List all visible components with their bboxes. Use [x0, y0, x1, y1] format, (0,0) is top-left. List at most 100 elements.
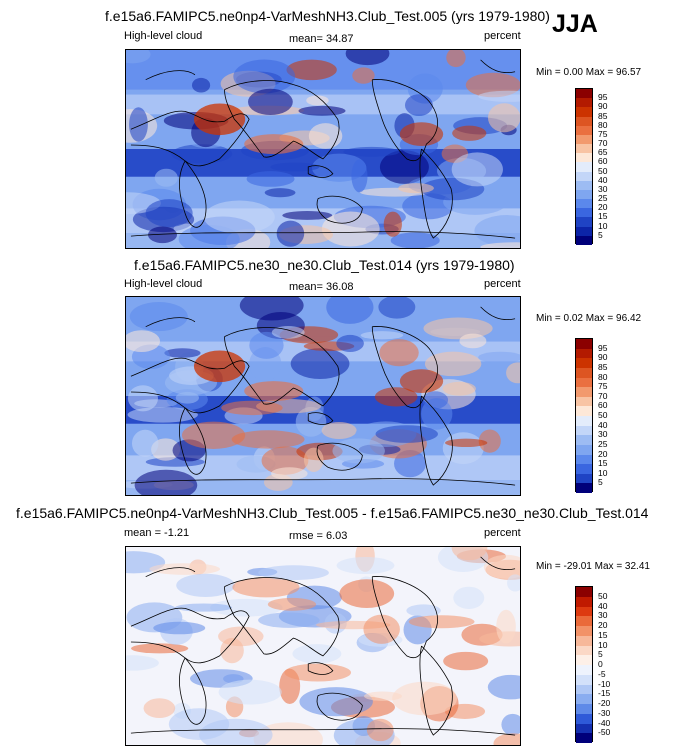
panel-3-colorbar [575, 586, 593, 743]
colorbar-segment [576, 358, 592, 368]
colorbar-tick-label: 75 [598, 381, 608, 392]
colorbar-tick-label: 30 [598, 183, 608, 194]
colorbar-tick-label: 60 [598, 400, 608, 411]
colorbar-segment [576, 180, 592, 190]
colorbar-segment [576, 483, 592, 493]
colorbar-segment [576, 367, 592, 378]
panel-2-mean-label: mean= 36.08 [289, 281, 354, 293]
panel-3-map [125, 546, 521, 746]
panel-2-minmax: Min = 0.02 Max = 96.42 [536, 313, 642, 324]
colorbar-tick-label: -15 [598, 688, 611, 699]
colorbar-segment [576, 454, 592, 465]
colorbar-tick-label: 50 [598, 410, 608, 420]
colorbar-tick-label: 20 [598, 202, 608, 213]
colorbar-tick-label: 5 [598, 477, 603, 488]
colorbar-tick-label: 5 [598, 229, 603, 240]
colorbar-tick-label: 15 [598, 629, 608, 640]
colorbar-tick-label: 10 [598, 467, 608, 478]
colorbar-segment [576, 339, 592, 349]
colorbar-segment [576, 406, 592, 416]
colorbar-tick-label: 70 [598, 390, 608, 401]
colorbar-segment [576, 217, 592, 227]
colorbar-tick-label: -30 [598, 707, 611, 718]
colorbar-tick-label: 95 [598, 342, 608, 353]
colorbar-segment [576, 464, 592, 474]
panel-2-map [125, 296, 521, 496]
colorbar-tick-label: 90 [598, 101, 608, 112]
colorbar-tick-label: 20 [598, 448, 608, 459]
colorbar-tick-label: 30 [598, 429, 608, 440]
colorbar-segment [576, 713, 592, 724]
colorbar-segment [576, 98, 592, 108]
colorbar-tick-label: 0 [598, 659, 603, 669]
panel-2-title: f.e15a6.FAMIPC5.ne30_ne30.Club_Test.014 … [134, 257, 515, 273]
colorbar-segment [576, 134, 592, 145]
colorbar-segment [576, 635, 592, 646]
colorbar-tick-label: 65 [598, 147, 608, 158]
colorbar-segment [576, 596, 592, 607]
colorbar-segment [576, 473, 592, 484]
panel-1-colorbar [575, 88, 593, 245]
panel-2-units-label: percent [484, 278, 521, 290]
colorbar-segment [576, 616, 592, 626]
panel-2-variable-label: High-level cloud [124, 278, 203, 290]
colorbar-segment [576, 674, 592, 685]
colorbar-segment [576, 416, 592, 426]
colorbar-segment [576, 377, 592, 388]
colorbar-tick-label: 25 [598, 193, 608, 204]
colorbar-tick-label: -50 [598, 727, 611, 738]
colorbar-tick-label: 75 [598, 128, 608, 139]
colorbar-tick-label: 90 [598, 352, 608, 363]
colorbar-segment [576, 684, 592, 695]
colorbar-tick-label: 25 [598, 438, 608, 449]
colorbar-tick-label: 40 [598, 419, 608, 430]
panel-3-rmse-label: rmse = 6.03 [289, 530, 348, 542]
colorbar-tick-label: 80 [598, 119, 608, 130]
colorbar-segment [576, 444, 592, 455]
colorbar-segment [576, 626, 592, 636]
colorbar-segment [576, 435, 592, 445]
colorbar-segment [576, 587, 592, 597]
panel-3-units-label: percent [484, 527, 521, 539]
colorbar-segment [576, 199, 592, 209]
colorbar-segment [576, 235, 592, 245]
colorbar-segment [576, 387, 592, 397]
colorbar-tick-label: 40 [598, 174, 608, 185]
colorbar-tick-label: 85 [598, 110, 608, 121]
panel-3-title: f.e15a6.FAMIPC5.ne0np4-VarMeshNH3.Club_T… [16, 505, 649, 521]
colorbar-segment [576, 189, 592, 200]
colorbar-tick-label: 60 [598, 156, 608, 167]
colorbar-tick-label: -10 [598, 678, 611, 689]
colorbar-tick-label: 15 [598, 211, 608, 222]
colorbar-tick-label: 85 [598, 361, 608, 372]
colorbar-tick-label: -5 [598, 668, 606, 679]
colorbar-segment [576, 704, 592, 714]
panel-1-variable-label: High-level cloud [124, 30, 203, 42]
colorbar-segment [576, 116, 592, 126]
colorbar-tick-label: 50 [598, 590, 608, 601]
colorbar-tick-label: 70 [598, 138, 608, 149]
colorbar-tick-label: -20 [598, 698, 611, 708]
colorbar-segment [576, 144, 592, 154]
colorbar-segment [576, 107, 592, 117]
colorbar-tick-label: 50 [598, 165, 608, 176]
panel-3-mean-label: mean = -1.21 [124, 527, 190, 539]
colorbar-segment [576, 348, 592, 359]
colorbar-segment [576, 723, 592, 734]
colorbar-segment [576, 396, 592, 407]
panel-1-units-label: percent [484, 30, 521, 42]
colorbar-segment [576, 89, 592, 99]
colorbar-tick-label: 20 [598, 620, 608, 630]
colorbar-tick-label: 30 [598, 610, 608, 621]
colorbar-segment [576, 425, 592, 436]
season-label: JJA [552, 10, 598, 38]
panel-1-mean-label: mean= 34.87 [289, 33, 354, 45]
panel-3-minmax: Min = -29.01 Max = 32.41 [536, 561, 650, 572]
colorbar-segment [576, 153, 592, 163]
colorbar-segment [576, 606, 592, 617]
colorbar-tick-label: 80 [598, 371, 608, 382]
colorbar-segment [576, 645, 592, 656]
colorbar-tick-label: 40 [598, 600, 608, 611]
panel-1-map [125, 49, 521, 249]
colorbar-segment [576, 733, 592, 743]
